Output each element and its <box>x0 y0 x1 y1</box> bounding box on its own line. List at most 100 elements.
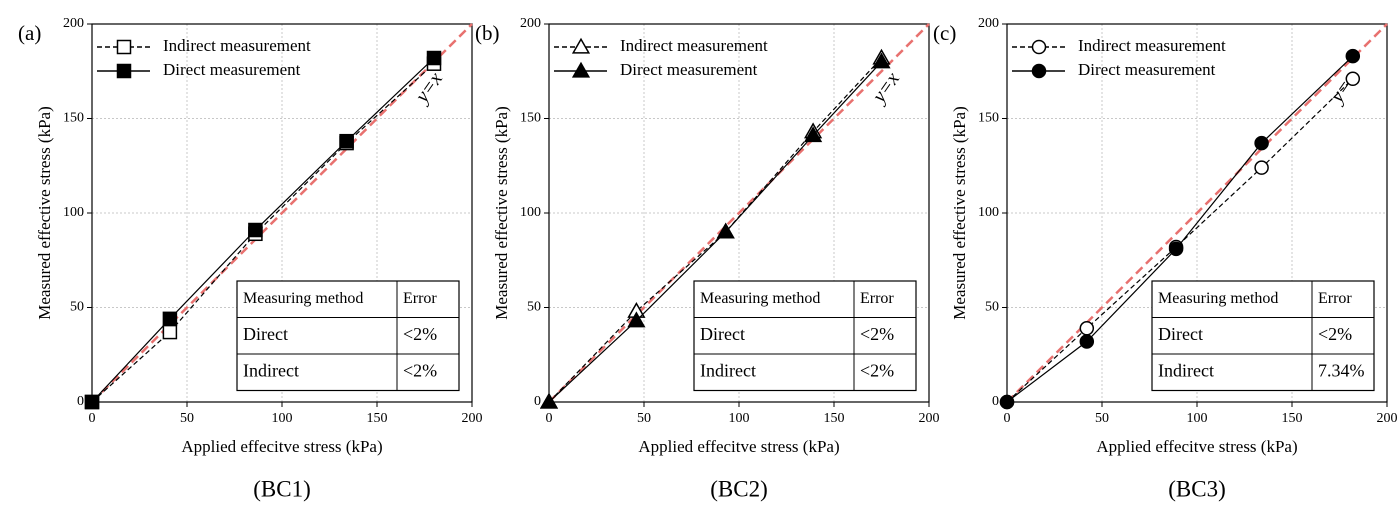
x-tick-label: 100 <box>729 411 750 426</box>
x-axis-label: Applied effecitve stress (kPa) <box>638 437 839 456</box>
table-cell: <2% <box>403 324 437 344</box>
series-line <box>1006 78 1354 403</box>
marker <box>162 324 178 340</box>
plot-frame <box>91 23 473 403</box>
x-axis-label: Applied effecitve stress (kPa) <box>181 437 382 456</box>
y-tick-label: 100 <box>978 205 999 220</box>
reference-line <box>548 23 930 403</box>
y-tick-label: 200 <box>978 16 999 31</box>
legend-marker <box>571 61 591 78</box>
table-cell: Direct <box>243 324 288 344</box>
legend-label: Direct measurement <box>163 60 301 79</box>
x-tick-label: 0 <box>89 411 96 426</box>
table-cell: Measuring method <box>1158 290 1278 307</box>
x-tick-label: 150 <box>1282 411 1303 426</box>
y-tick-label: 0 <box>534 394 541 409</box>
marker <box>1254 160 1269 175</box>
marker <box>426 50 442 66</box>
table-cell: Error <box>1318 290 1352 307</box>
y-tick-label: 0 <box>77 394 84 409</box>
panel-label: (c) <box>933 21 956 45</box>
x-tick-label: 200 <box>1377 411 1398 426</box>
legend-label: Indirect measurement <box>163 36 311 55</box>
table-cell: Measuring method <box>243 290 363 307</box>
table-cell: Direct <box>700 324 745 344</box>
table-cell: Direct <box>1158 324 1203 344</box>
legend-marker <box>1031 63 1047 79</box>
y-tick-label: 0 <box>992 394 999 409</box>
plot-frame <box>1006 23 1388 403</box>
y-tick-label: 100 <box>520 205 541 220</box>
y-axis-label: Measured effective stress (kPa) <box>950 106 969 320</box>
x-tick-label: 200 <box>919 411 940 426</box>
table-cell: <2% <box>1318 324 1352 344</box>
caption: (BC3) <box>1168 476 1226 501</box>
x-tick-label: 0 <box>1004 411 1011 426</box>
marker <box>1345 71 1361 87</box>
x-tick-label: 50 <box>637 411 651 426</box>
y-tick-label: 200 <box>63 16 84 31</box>
marker <box>84 394 100 410</box>
legend-label: Indirect measurement <box>620 36 768 55</box>
caption: (BC2) <box>710 476 768 501</box>
table-cell: Error <box>860 290 894 307</box>
table-cell: <2% <box>860 324 894 344</box>
legend-label: Direct measurement <box>1078 60 1216 79</box>
x-tick-label: 100 <box>1187 411 1208 426</box>
legend-label: Direct measurement <box>620 60 758 79</box>
panel-label: (a) <box>18 21 41 45</box>
table-cell: Indirect <box>243 360 299 380</box>
marker <box>1254 135 1269 151</box>
marker <box>1168 241 1184 257</box>
x-tick-label: 150 <box>367 411 388 426</box>
marker <box>627 311 646 328</box>
marker <box>248 222 263 238</box>
y-tick-label: 50 <box>985 300 999 315</box>
table-cell: <2% <box>860 360 894 380</box>
marker <box>872 52 891 69</box>
table-frame <box>236 280 460 392</box>
marker <box>1345 48 1361 64</box>
series-line <box>548 57 882 403</box>
marker <box>1079 334 1095 349</box>
marker <box>339 133 354 149</box>
legend-label: Indirect measurement <box>1078 36 1226 55</box>
x-tick-label: 200 <box>462 411 483 426</box>
legend-marker <box>116 39 132 55</box>
table-cell: <2% <box>403 360 437 380</box>
y-tick-label: 50 <box>527 300 541 315</box>
y-tick-label: 50 <box>70 300 84 315</box>
y-tick-label: 150 <box>63 111 84 126</box>
x-tick-label: 150 <box>824 411 845 426</box>
x-tick-label: 50 <box>180 411 194 426</box>
table-cell: Indirect <box>1158 360 1214 380</box>
marker <box>162 311 178 327</box>
reference-line <box>91 23 473 403</box>
legend-marker <box>571 37 591 54</box>
table-frame <box>1151 280 1375 392</box>
legend-marker <box>116 63 132 79</box>
table-cell: Measuring method <box>700 290 820 307</box>
x-tick-label: 50 <box>1095 411 1109 426</box>
marker <box>716 222 735 239</box>
table-cell: Indirect <box>700 360 756 380</box>
marker <box>804 126 823 143</box>
table-cell: 7.34% <box>1318 360 1365 380</box>
panel-label: (b) <box>475 21 500 45</box>
x-axis-label: Applied effecitve stress (kPa) <box>1096 437 1297 456</box>
y-axis-label: Measured effective stress (kPa) <box>35 106 54 320</box>
reference-line <box>1006 23 1388 403</box>
reference-label: y=x <box>867 68 904 108</box>
reference-label: y=x <box>410 68 447 108</box>
y-axis-label: Measured effective stress (kPa) <box>492 106 511 320</box>
x-tick-label: 0 <box>546 411 553 426</box>
x-tick-label: 100 <box>272 411 293 426</box>
plot-frame <box>548 23 930 403</box>
table-frame <box>693 280 917 392</box>
y-tick-label: 150 <box>978 111 999 126</box>
caption: (BC1) <box>253 476 311 501</box>
y-tick-label: 200 <box>520 16 541 31</box>
marker <box>999 394 1015 410</box>
y-tick-label: 150 <box>520 111 541 126</box>
